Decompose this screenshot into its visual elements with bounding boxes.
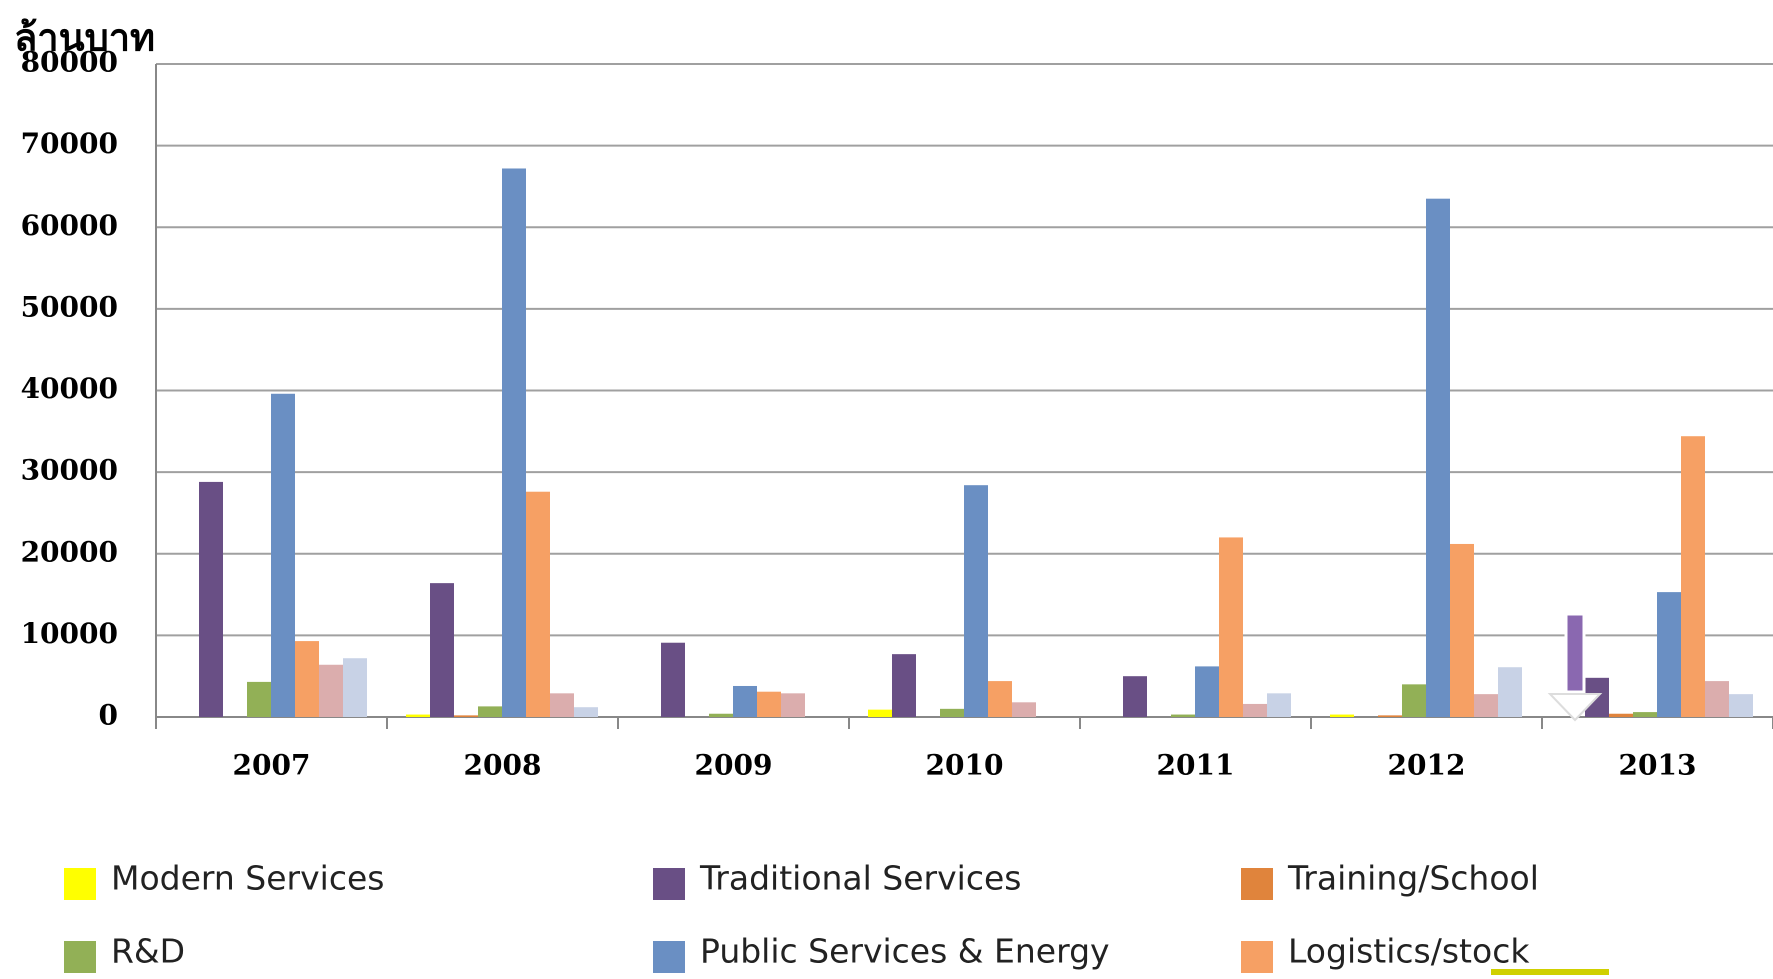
bar xyxy=(1402,684,1426,717)
bar xyxy=(1012,702,1036,717)
bar xyxy=(454,715,478,717)
x-tick-label: 2008 xyxy=(464,749,542,782)
bar xyxy=(574,707,598,717)
y-axis-title: ล้านบาท xyxy=(14,16,155,60)
x-tick-label: 2012 xyxy=(1388,749,1466,782)
legend-label: Public Services & Energy xyxy=(700,932,1110,971)
arrow-head xyxy=(1547,693,1603,722)
y-tick-label: 80000 xyxy=(21,46,118,79)
bar xyxy=(199,481,223,717)
bar xyxy=(988,681,1012,717)
bar xyxy=(478,706,502,717)
bar xyxy=(1498,667,1522,717)
bar xyxy=(940,708,964,717)
bar xyxy=(733,685,757,717)
bar xyxy=(1219,537,1243,717)
legend-swatch xyxy=(653,941,685,973)
y-tick-label: 70000 xyxy=(21,127,118,160)
bar xyxy=(1729,694,1753,717)
bar xyxy=(295,641,319,717)
y-tick-label: 50000 xyxy=(21,290,118,323)
legend-swatch xyxy=(653,868,685,900)
bar xyxy=(1267,693,1291,717)
x-tick-label: 2010 xyxy=(926,749,1004,782)
bar xyxy=(1330,714,1354,717)
y-tick-label: 60000 xyxy=(21,209,118,242)
bar xyxy=(502,168,526,718)
bar xyxy=(247,681,271,717)
legend-swatch xyxy=(64,941,96,973)
annotation-arrow xyxy=(1547,612,1603,722)
bar xyxy=(757,691,781,717)
bar xyxy=(406,714,430,717)
legend-label: Logistics/stock xyxy=(1288,932,1530,971)
x-tick-label: 2011 xyxy=(1157,749,1235,782)
bar xyxy=(709,713,733,717)
bar xyxy=(1633,712,1657,717)
legend-swatch xyxy=(1241,941,1273,973)
highlight-bar xyxy=(1491,969,1609,975)
bar xyxy=(1171,714,1195,717)
x-tick-label: 2013 xyxy=(1619,749,1697,782)
legend-label: R&D xyxy=(111,932,185,971)
bar xyxy=(343,658,367,717)
bar xyxy=(271,393,295,717)
bar xyxy=(892,654,916,717)
bar xyxy=(1243,703,1267,717)
x-tick-label: 2009 xyxy=(695,749,773,782)
y-tick-label: 10000 xyxy=(21,617,118,650)
bar xyxy=(661,642,685,717)
bar xyxy=(1123,676,1147,717)
bar xyxy=(964,485,988,717)
bar xyxy=(1195,666,1219,717)
y-tick-label: 30000 xyxy=(21,454,118,487)
bar xyxy=(430,583,454,717)
bar xyxy=(1657,592,1681,717)
bar xyxy=(868,709,892,717)
legend-label: Modern Services xyxy=(111,859,384,898)
legend-label: Training/School xyxy=(1287,859,1539,898)
bar xyxy=(1705,681,1729,717)
bar xyxy=(1378,715,1402,717)
bar xyxy=(1450,543,1474,717)
legend-swatch xyxy=(1241,868,1273,900)
bar xyxy=(319,664,343,717)
bar xyxy=(1609,713,1633,717)
bar xyxy=(1426,198,1450,717)
x-tick-label: 2007 xyxy=(233,749,311,782)
legend-swatch xyxy=(64,868,96,900)
bar xyxy=(526,491,550,717)
bar xyxy=(550,693,574,717)
y-tick-label: 0 xyxy=(99,699,118,732)
y-tick-label: 20000 xyxy=(21,535,118,568)
bar xyxy=(781,693,805,717)
arrow-shaft xyxy=(1564,612,1586,694)
bar xyxy=(1474,694,1498,717)
bar xyxy=(1681,436,1705,717)
legend-label: Traditional Services xyxy=(699,859,1021,898)
y-tick-label: 40000 xyxy=(21,372,118,405)
